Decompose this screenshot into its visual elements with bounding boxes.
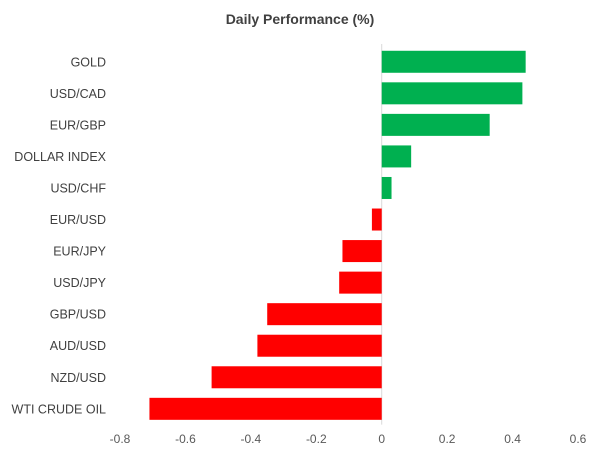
category-label-aud-usd: AUD/USD (50, 339, 106, 353)
bar-eur-jpy (342, 240, 382, 263)
category-label-usd-jpy: USD/JPY (53, 276, 106, 290)
bar-dollar-index (381, 145, 412, 168)
bar-usd-jpy (339, 271, 382, 294)
category-label-wti-crude-oil: WTI CRUDE OIL (12, 402, 106, 416)
category-label-nzd-usd: NZD/USD (50, 371, 106, 385)
bar-nzd-usd (211, 366, 382, 389)
bar-usd-cad (381, 82, 523, 105)
x-tick-label: 0.6 (570, 432, 587, 446)
bar-wti-crude-oil (149, 397, 382, 420)
bars-layer (149, 44, 526, 425)
bar-usd-chf (381, 176, 392, 199)
x-tick-label: -0.2 (306, 432, 327, 446)
category-label-eur-usd: EUR/USD (50, 213, 106, 227)
category-label-dollar-index: DOLLAR INDEX (14, 150, 106, 164)
bar-gold (381, 50, 526, 73)
chart-title: Daily Performance (%) (226, 11, 375, 27)
category-label-eur-jpy: EUR/JPY (53, 245, 106, 259)
category-label-usd-cad: USD/CAD (50, 87, 106, 101)
x-tick-label: 0.2 (439, 432, 456, 446)
bar-aud-usd (257, 334, 382, 357)
x-tick-label: 0 (378, 432, 385, 446)
category-label-gbp-usd: GBP/USD (50, 308, 106, 322)
bar-gbp-usd (267, 303, 382, 326)
x-tick-label: -0.6 (175, 432, 196, 446)
category-label-gold: GOLD (71, 55, 106, 69)
x-axis-tick-labels: -0.8 -0.6 -0.4 -0.2 0 0.2 0.4 0.6 (110, 432, 587, 446)
category-label-usd-chf: USD/CHF (50, 181, 106, 195)
category-label-eur-gbp: EUR/GBP (50, 118, 106, 132)
x-tick-label: 0.4 (504, 432, 521, 446)
bar-eur-usd (371, 208, 382, 231)
x-tick-label: -0.8 (110, 432, 131, 446)
x-tick-label: -0.4 (241, 432, 262, 446)
bar-eur-gbp (381, 113, 490, 136)
category-labels: GOLD USD/CAD EUR/GBP DOLLAR INDEX USD/CHF EUR… (12, 55, 107, 416)
